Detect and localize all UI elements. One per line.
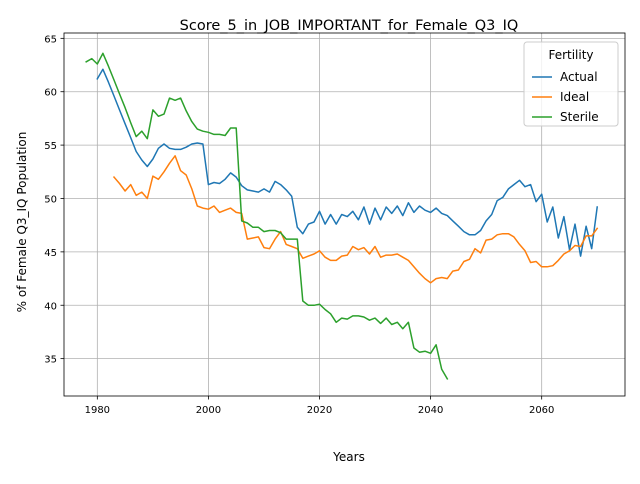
legend-title: Fertility [548, 48, 593, 62]
x-tick-label: 2000 [196, 405, 221, 416]
chart-title: Score_5_in_JOB_IMPORTANT_for_Female_Q3_I… [180, 18, 519, 34]
y-tick-label: 35 [44, 355, 57, 366]
x-axis-ticks: 1980 2000 2020 2040 2060 [85, 396, 554, 416]
x-tick-label: 2040 [418, 405, 443, 416]
x-tick-label: 2020 [307, 405, 332, 416]
legend-label-ideal: Ideal [560, 90, 589, 104]
series-line-actual [96, 68, 599, 257]
legend-box [523, 41, 619, 127]
plot-area-frame [63, 32, 626, 397]
y-tick-label: 50 [44, 194, 57, 205]
series-line-sterile [85, 52, 449, 380]
series-line-ideal [112, 155, 599, 284]
x-tick-label: 2060 [529, 405, 554, 416]
y-tick-label: 60 [44, 88, 57, 99]
series-lines [85, 52, 599, 380]
y-axis-label: % of Female Q3_IQ Population [15, 132, 29, 313]
legend-label-sterile: Sterile [560, 110, 599, 124]
legend-entries: Actual Ideal Sterile [532, 70, 599, 124]
y-tick-label: 40 [44, 301, 57, 312]
y-tick-label: 65 [44, 34, 57, 45]
y-axis-ticks: 35 40 45 50 55 60 65 [44, 34, 64, 366]
y-tick-label: 55 [44, 141, 57, 152]
x-axis-label: Years [332, 450, 365, 464]
legend: Fertility Actual Ideal Sterile [523, 41, 619, 127]
y-tick-label: 45 [44, 248, 57, 259]
x-tick-label: 1980 [85, 405, 110, 416]
legend-label-actual: Actual [560, 70, 598, 84]
